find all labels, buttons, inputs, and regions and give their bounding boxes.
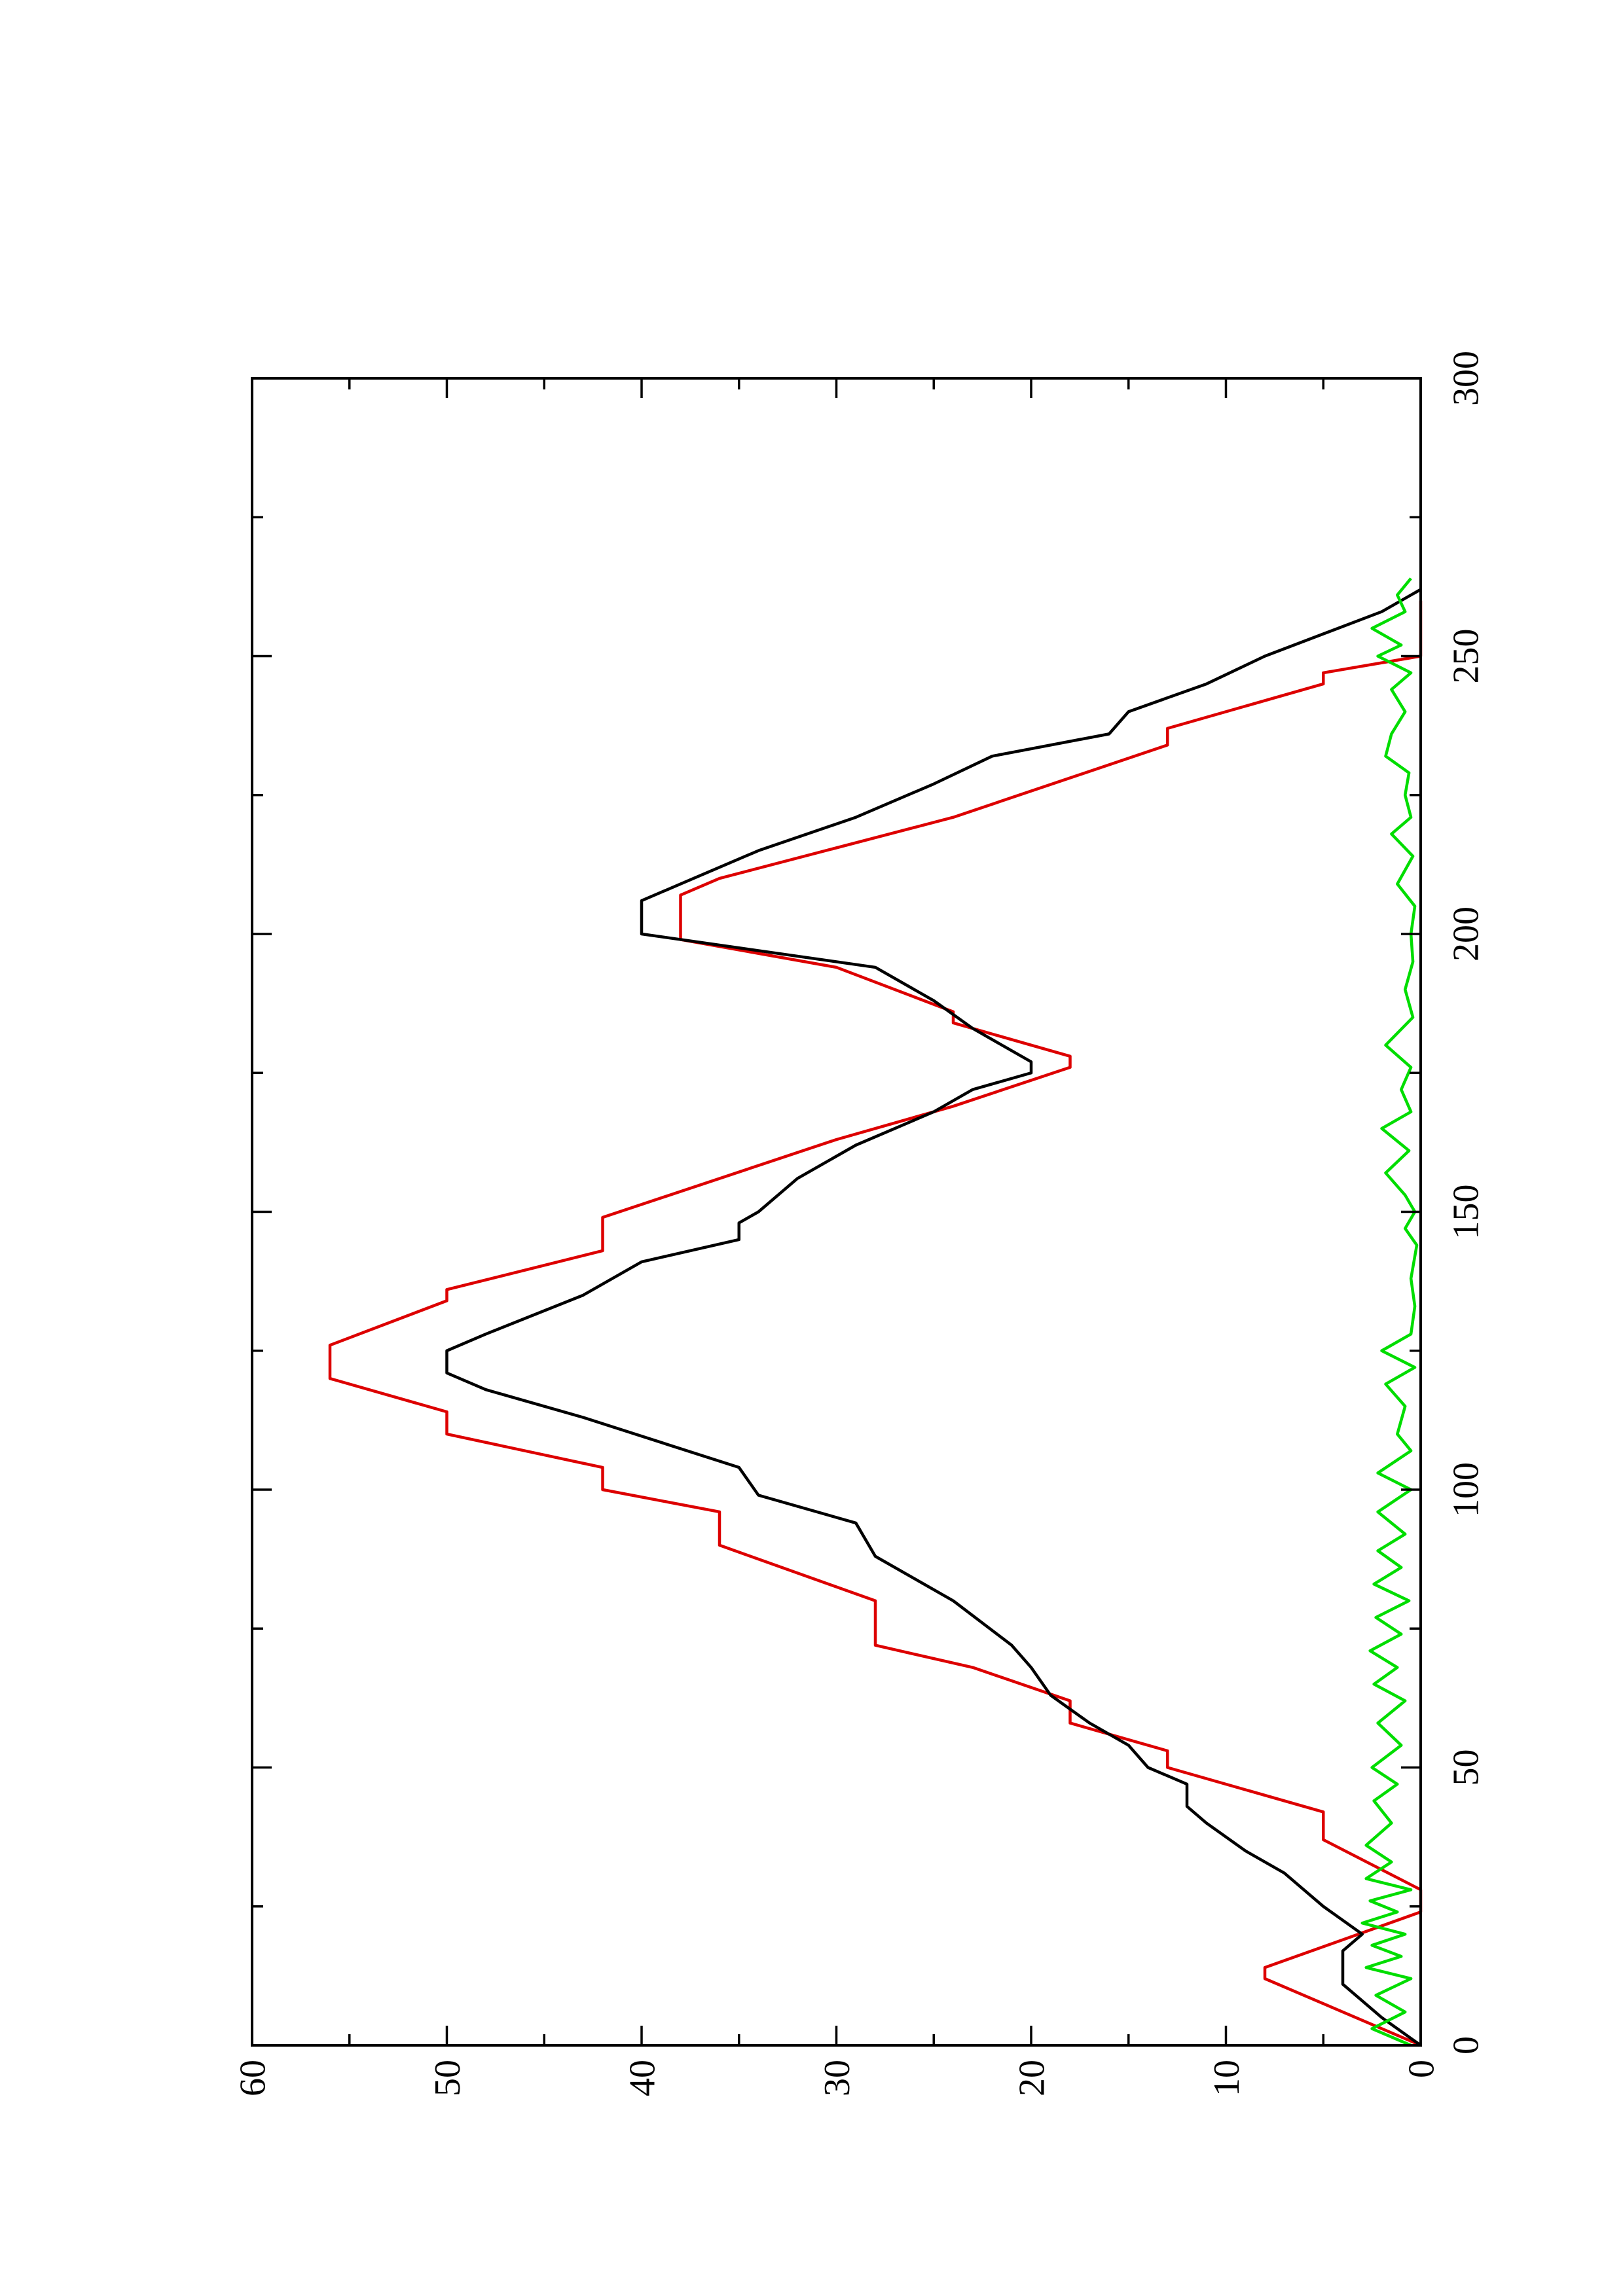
y-tick-label: 40 [623,2060,663,2096]
x-tick-label: 0 [1446,2036,1487,2054]
series-line-1 [328,600,1423,2047]
y-tick-label: 20 [1012,2060,1053,2096]
y-tick-label: 60 [233,2060,274,2096]
plot-frame [251,377,1422,2047]
ticks-layer [251,377,1422,2047]
tick-labels-layer: 0 50 100 150 200 250 300 0 10 20 30 40 50 60 [233,351,1487,2096]
x-tick-label: 100 [1446,1462,1487,1517]
series-layer [328,577,1423,2047]
y-tick-label: 10 [1207,2060,1247,2096]
x-tick-label: 300 [1446,351,1487,406]
y-tick-label: 30 [817,2060,858,2096]
x-tick-label: 200 [1446,906,1487,961]
x-tick-label: 150 [1446,1185,1487,1240]
series-line-2 [445,588,1422,2047]
x-tick-label: 250 [1446,629,1487,684]
y-tick-label: 0 [1402,2060,1442,2078]
series-line-3 [1360,577,1419,2047]
x-tick-label: 50 [1446,1749,1487,1786]
y-tick-label: 50 [428,2060,468,2096]
